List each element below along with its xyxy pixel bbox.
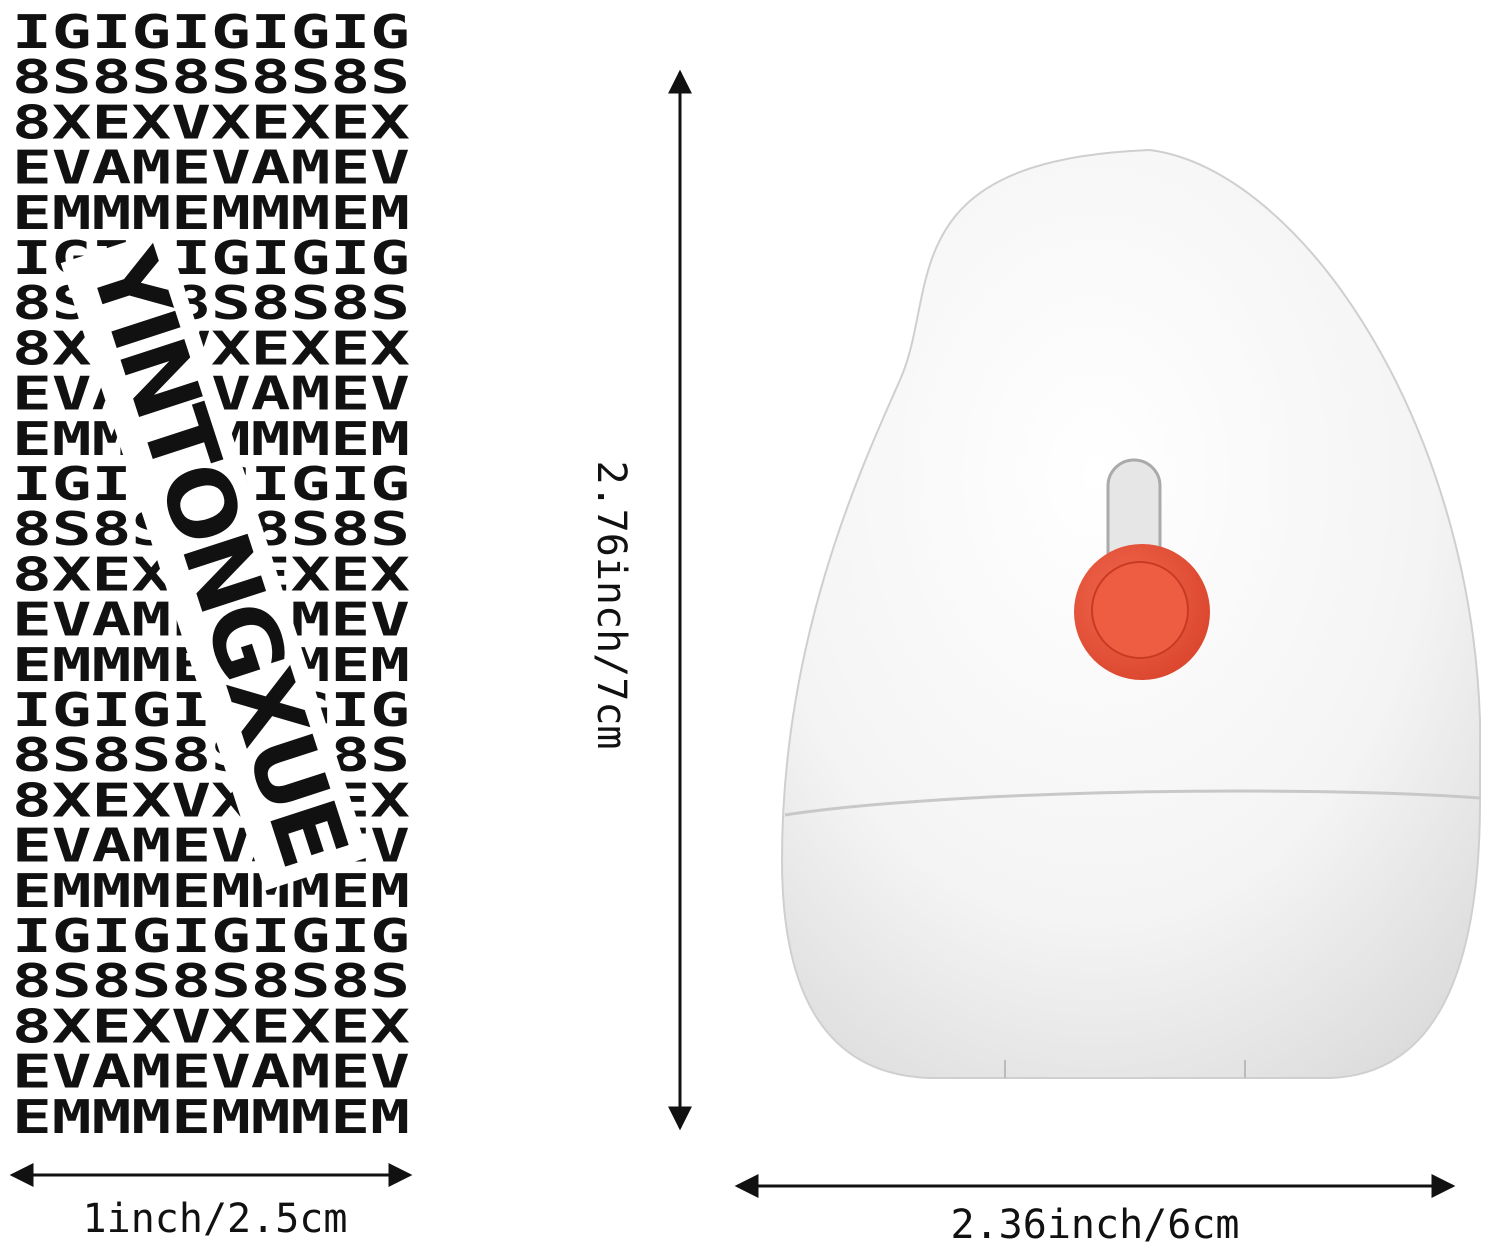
pattern-row: 8S8S8S8S8S — [12, 728, 410, 782]
pattern-row: IGIGIGIGIG — [12, 909, 410, 963]
pattern-row: 8S8S8S8S8S — [12, 954, 410, 1008]
pattern-row: 8S8S8S8S8S — [12, 50, 410, 104]
pattern-row: EMMMEMMMEM — [12, 1090, 410, 1144]
product-width-label: 2.36inch/6cm — [951, 1202, 1240, 1248]
brand-backdrop — [60, 229, 370, 891]
height-label: 2.76inch/7cm — [588, 461, 634, 750]
pattern-row: EMMMEMMMEM — [12, 864, 410, 918]
stamp-width-label: 1inch/2.5cm — [83, 1196, 348, 1242]
pattern-row: 8XEXVXEXEX — [12, 95, 410, 149]
pattern-row: IGIGIGIGIG — [12, 5, 410, 59]
pattern-row: EVAMEVAMEV — [12, 141, 410, 195]
pattern-row: 8XEXVXEXEX — [12, 321, 410, 375]
pattern-row: EMMMEMMMEM — [12, 186, 410, 240]
pattern-row: EVAMEVAMEV — [12, 1045, 410, 1099]
product — [780, 148, 1481, 1079]
pattern-row: 8XEXVXEXEX — [12, 999, 410, 1053]
